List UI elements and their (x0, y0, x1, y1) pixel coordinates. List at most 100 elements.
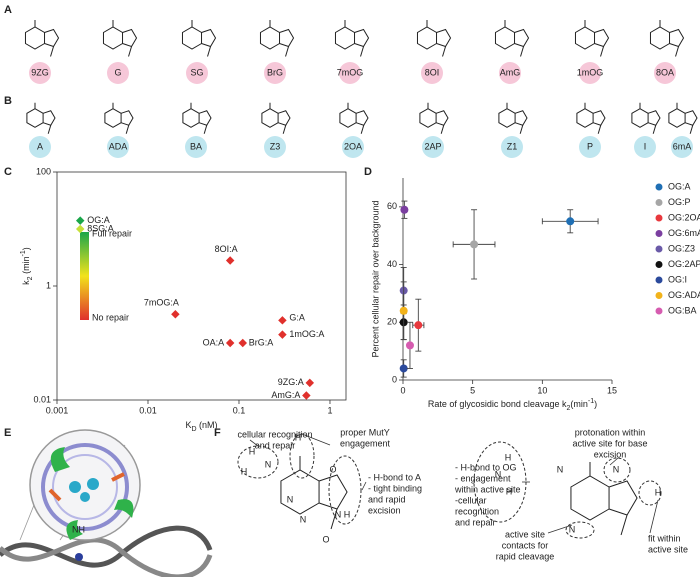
compound-label: BrG (267, 67, 283, 77)
structure (416, 20, 452, 57)
arrow (649, 499, 659, 534)
label-badge (339, 62, 361, 84)
x-axis-label-part: -1 (588, 398, 594, 405)
atom-label: H (505, 452, 512, 462)
atom-label: H (344, 509, 351, 519)
legend-label: OG:6mA (668, 228, 700, 238)
ring (668, 108, 686, 128)
ring (592, 110, 606, 126)
structure (419, 102, 449, 134)
sugar-bond (620, 514, 628, 536)
point-label: AmG:A (271, 390, 300, 400)
atom-label: N (265, 459, 272, 469)
structure (182, 102, 212, 134)
ring (354, 28, 370, 48)
sugar-bond (330, 508, 338, 530)
data-point (225, 338, 235, 348)
sugar-bond (440, 125, 445, 134)
legend-swatch (655, 261, 663, 268)
point-label: G:A (289, 313, 305, 323)
ring (339, 108, 357, 128)
compound-label: Z3 (270, 141, 281, 151)
colorbar (80, 232, 89, 320)
label-badge (422, 136, 444, 158)
structure (104, 102, 134, 134)
panel-label: B (4, 95, 12, 107)
x-axis-label-part: ) (594, 399, 597, 409)
y-axis-label: Percent cellular repair over background (370, 200, 380, 357)
structure (649, 20, 685, 57)
y-axis-label-part: ) (21, 247, 31, 250)
y-axis-label-part: -1 (20, 250, 27, 256)
ring (277, 110, 291, 126)
ring (104, 108, 122, 128)
x-tick-label: 15 (607, 385, 617, 395)
sugar-bond (207, 46, 212, 57)
plot-frame (56, 171, 347, 401)
y-tick-label: 0 (392, 374, 397, 384)
annotation: and repair (255, 440, 296, 450)
annotation: cellular recognition (237, 429, 312, 439)
annotation: rapid cleavage (496, 551, 555, 561)
x-axis-label-part: D (191, 426, 196, 433)
colorbar-label: Full repair (92, 228, 132, 238)
data-point (566, 217, 575, 226)
ring (280, 469, 320, 515)
y-tick-label: 60 (387, 201, 397, 211)
legend-label: OG:A (668, 181, 691, 191)
ring (42, 110, 56, 126)
ring (649, 26, 671, 50)
label-badge (185, 136, 207, 158)
label-badge (421, 62, 443, 84)
data-point (278, 330, 287, 339)
structure (576, 102, 606, 134)
atom-label: O (322, 534, 329, 544)
structure (26, 102, 56, 134)
y-axis-label-part: 2 (27, 276, 34, 280)
compound-label: 6mA (673, 141, 692, 151)
atom-label: N (335, 509, 342, 519)
annotation: protonation within (575, 427, 646, 437)
x-axis-label-part: K (185, 420, 191, 430)
atom-label: N (300, 514, 307, 524)
ring (120, 110, 134, 126)
sugar-bond (50, 46, 55, 57)
ring (259, 26, 281, 50)
ring (261, 108, 279, 128)
atom-label: N (495, 469, 502, 479)
sugar-bond (203, 125, 208, 134)
data-point (238, 338, 247, 348)
annotation: fit within (648, 533, 681, 543)
panel-label: C (4, 166, 12, 178)
structure-8oxog (280, 456, 348, 530)
ring (318, 474, 348, 510)
label-badge (264, 136, 286, 158)
compound-label: 8OI (425, 67, 440, 77)
compound-label: G (114, 67, 121, 77)
annotation: active site for base (572, 438, 647, 448)
dna-illustration (0, 429, 213, 577)
x-tick-label: 5 (470, 385, 475, 395)
ring (684, 110, 698, 126)
ring (355, 110, 369, 126)
ring (498, 108, 516, 128)
atom-label: O (329, 464, 336, 474)
label-badge (654, 62, 676, 84)
structure (339, 102, 369, 134)
annotation: -cellular (455, 495, 487, 505)
point-label: 7mOG:A (144, 298, 179, 308)
structure (498, 102, 528, 134)
arrow (301, 433, 331, 446)
legend-swatch (655, 183, 663, 191)
compound-label: 8OA (656, 67, 674, 77)
atom-label: H (249, 446, 256, 456)
legend-label: OG:2AP (668, 259, 700, 269)
annotation: and rapid (368, 494, 406, 504)
legend-label: OG:I (668, 274, 687, 284)
y-axis-label: k2 (min-1) (20, 247, 34, 285)
point-label: OA:A (203, 337, 225, 347)
structure (181, 20, 217, 57)
ring (181, 26, 203, 50)
annotation: within active site (454, 484, 521, 494)
